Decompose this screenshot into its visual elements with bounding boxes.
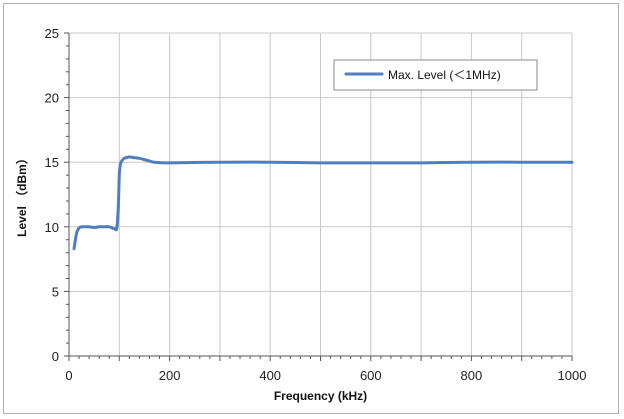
x-tick-label: 600 <box>360 368 382 383</box>
y-tick-label: 10 <box>45 220 59 235</box>
tick-labels: 0 5 10 15 20 25 0 200 400 600 800 1000 <box>45 26 587 383</box>
legend: Max. Level (＜1MHz) <box>333 59 538 91</box>
y-tick-label: 5 <box>52 284 59 299</box>
x-tick-label: 800 <box>461 368 483 383</box>
x-tick-label: 1000 <box>558 368 587 383</box>
chart-frame: 0 5 10 15 20 25 0 200 400 600 800 1000 Frequency (k… <box>3 3 619 414</box>
y-tick-label: 15 <box>45 155 59 170</box>
y-tick-label: 0 <box>52 349 59 364</box>
line-chart: 0 5 10 15 20 25 0 200 400 600 800 1000 Frequency (k… <box>14 26 587 403</box>
series <box>72 155 574 251</box>
x-tick-label: 0 <box>65 368 72 383</box>
y-axis-label: Level （dBm） <box>14 152 29 237</box>
axes <box>68 33 572 357</box>
x-tick-label: 400 <box>259 368 281 383</box>
series-line <box>72 155 574 251</box>
legend-entry: Max. Level (＜1MHz) <box>388 68 501 82</box>
x-tick-label: 200 <box>159 368 181 383</box>
x-axis-label: Frequency (kHz) <box>274 389 367 403</box>
y-tick-label: 20 <box>45 91 59 106</box>
y-tick-label: 25 <box>45 26 59 41</box>
